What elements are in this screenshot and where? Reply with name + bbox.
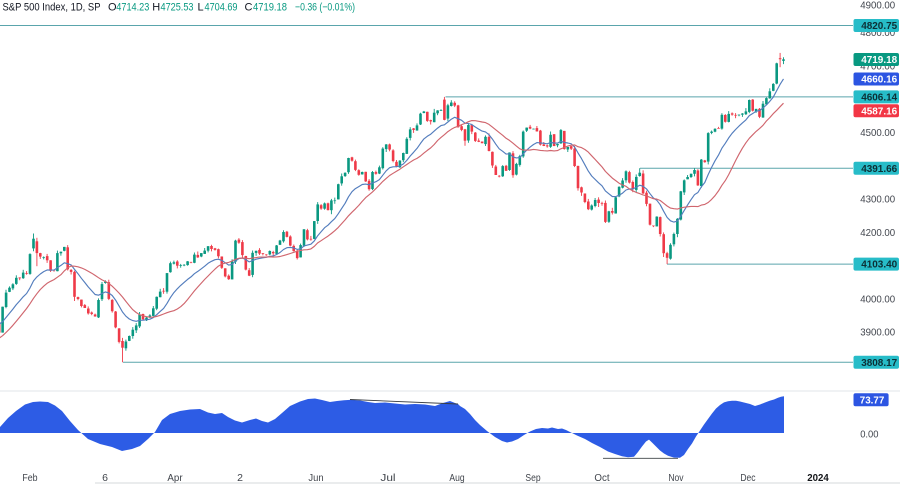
svg-text:H: H (152, 2, 160, 14)
svg-text:2: 2 (237, 472, 243, 484)
svg-text:4300.00: 4300.00 (860, 194, 895, 206)
svg-text:−0.36 (−0.01%): −0.36 (−0.01%) (295, 2, 355, 14)
svg-text:Jun: Jun (308, 472, 323, 484)
svg-text:4714.23: 4714.23 (116, 2, 149, 14)
svg-text:3808.17: 3808.17 (861, 357, 897, 369)
svg-text:Sep: Sep (525, 472, 540, 484)
svg-text:4719.18: 4719.18 (861, 54, 897, 66)
svg-text:4500.00: 4500.00 (860, 127, 895, 139)
svg-text:Jul: Jul (380, 472, 395, 484)
svg-text:L: L (198, 2, 204, 14)
svg-text:4900.00: 4900.00 (860, 0, 895, 11)
svg-text:4391.66: 4391.66 (861, 163, 897, 175)
svg-text:4719.18: 4719.18 (253, 2, 287, 14)
svg-text:0.00: 0.00 (860, 429, 878, 441)
svg-text:O: O (108, 2, 117, 14)
svg-text:S&P 500 Index, 1D, SP: S&P 500 Index, 1D, SP (3, 2, 101, 14)
svg-text:4103.40: 4103.40 (861, 259, 897, 271)
svg-text:4200.00: 4200.00 (860, 227, 895, 239)
svg-text:Oct: Oct (594, 472, 609, 484)
svg-text:4725.53: 4725.53 (161, 2, 194, 14)
svg-text:C: C (245, 2, 253, 14)
svg-text:Apr: Apr (167, 472, 183, 484)
svg-text:4704.69: 4704.69 (205, 2, 238, 14)
svg-text:2024: 2024 (807, 472, 829, 484)
svg-text:Feb: Feb (22, 472, 37, 484)
svg-text:Dec: Dec (740, 472, 755, 484)
svg-text:6: 6 (102, 472, 108, 484)
svg-text:Nov: Nov (668, 472, 684, 484)
svg-text:4606.14: 4606.14 (861, 92, 897, 104)
svg-text:73.77: 73.77 (860, 394, 885, 406)
svg-text:4000.00: 4000.00 (860, 293, 895, 305)
svg-text:4820.75: 4820.75 (861, 20, 897, 32)
svg-text:4660.16: 4660.16 (861, 74, 897, 86)
svg-text:4587.16: 4587.16 (861, 105, 897, 117)
svg-text:3900.00: 3900.00 (860, 327, 895, 339)
svg-text:Aug: Aug (449, 472, 464, 484)
